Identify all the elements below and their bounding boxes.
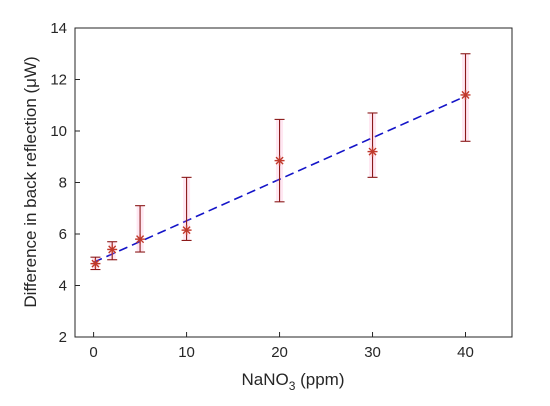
- y-tick-label: 6: [59, 226, 67, 243]
- data-point: [135, 234, 146, 245]
- y-tick-label: 8: [59, 175, 67, 192]
- y-tick-label: 12: [50, 72, 67, 89]
- data-point: [90, 258, 101, 269]
- plot-area: [74, 27, 513, 338]
- x-tick-label: 30: [364, 344, 381, 361]
- y-tick-label: 2: [59, 329, 67, 346]
- axis-ticks: 0 10 20 30 40 2 4 6 8 10 12 14: [50, 20, 474, 361]
- data-point: [460, 89, 471, 100]
- y-tick-label: 4: [59, 278, 67, 295]
- data-point: [107, 244, 118, 255]
- x-tick-label: 20: [271, 344, 288, 361]
- x-tick-label: 10: [178, 344, 195, 361]
- x-axis-label-subscript: 3: [289, 379, 296, 393]
- x-tick-label: 0: [89, 344, 97, 361]
- y-axis-label: Difference in back reflection (μW): [21, 56, 40, 307]
- y-tick-label: 14: [50, 20, 67, 37]
- data-point: [274, 155, 285, 166]
- y-tick-label: 10: [50, 123, 67, 140]
- data-point: [367, 146, 378, 157]
- x-axis-label-main: NaNO: [241, 370, 288, 389]
- x-axis-label-unit: (ppm): [295, 370, 344, 389]
- data-marks: [90, 53, 471, 271]
- x-axis-label: NaNO3 (ppm): [241, 370, 344, 393]
- x-tick-label: 40: [457, 344, 474, 361]
- data-point: [181, 225, 192, 236]
